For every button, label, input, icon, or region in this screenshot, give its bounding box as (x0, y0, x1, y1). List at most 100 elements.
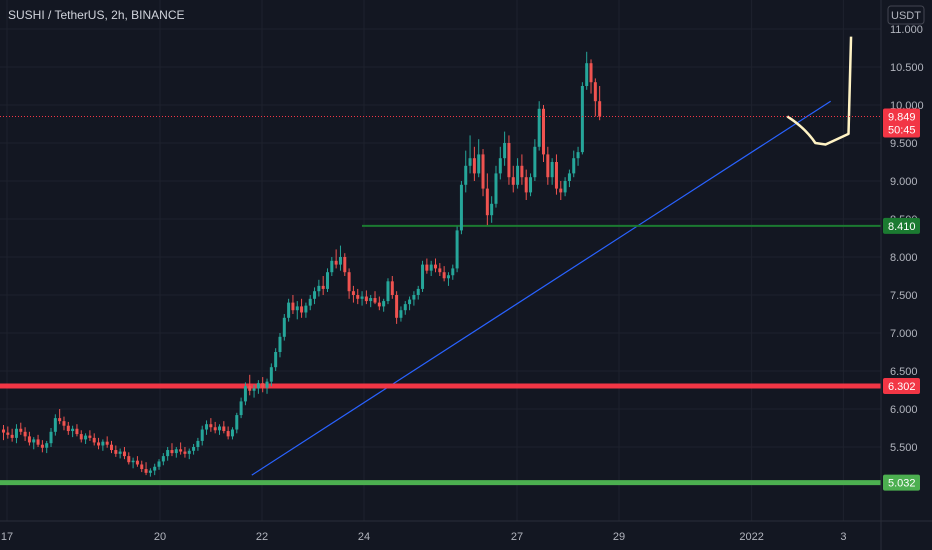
candle-body (580, 86, 584, 153)
currency-badge-frame (887, 5, 925, 25)
candle-body (295, 306, 299, 311)
price-tick-label: 7.000 (890, 328, 918, 340)
candle-body (481, 154, 485, 189)
price-tick-label: 6.500 (890, 366, 918, 378)
candle-body (97, 442, 101, 446)
candle-body (291, 302, 295, 311)
symbol-title[interactable]: SUSHI / TetherUS, 2h, BINANCE (8, 8, 185, 22)
candle-body (49, 431, 53, 444)
candle-body (429, 264, 433, 271)
candle-body (585, 63, 589, 86)
candle-body (304, 305, 308, 313)
candle-body (446, 275, 450, 279)
candle-body (386, 281, 390, 302)
candle-body (468, 158, 472, 166)
candle-body (330, 260, 334, 273)
price-tick-label: 11.000 (890, 24, 923, 36)
candle-body (183, 451, 187, 454)
candle-body (313, 291, 317, 299)
trendline[interactable] (251, 100, 831, 476)
candle-body (408, 299, 412, 305)
candle-body (321, 285, 325, 289)
candle-body (373, 298, 377, 303)
level-price-tag-label: 5.032 (888, 478, 916, 490)
candle-body (326, 272, 329, 289)
candle-body (334, 260, 338, 265)
candle-body (179, 449, 183, 452)
candle-body (105, 441, 109, 445)
candle-body (213, 427, 217, 431)
candle-body (230, 429, 234, 437)
level-price-tag (883, 474, 920, 491)
candle-body (235, 415, 239, 430)
time-axis[interactable]: 17 20 22 24 27 29 2022 3 (1, 531, 847, 543)
candle-body (127, 456, 131, 463)
time-tick-label: 27 (511, 531, 523, 543)
candle-body (174, 449, 178, 454)
horizontal-levels (0, 224, 881, 486)
price-tick-label: 9.500 (890, 138, 918, 150)
candle-body (494, 173, 498, 204)
candle-body (222, 426, 226, 432)
candle-body (131, 460, 135, 463)
candle-body (170, 450, 174, 454)
candle-body (382, 301, 386, 307)
candle-body (403, 304, 407, 311)
candle-body (472, 158, 476, 174)
candle-body (434, 264, 437, 269)
candle-body (287, 302, 291, 318)
level-price-tag (883, 217, 920, 234)
candle-body (356, 295, 360, 299)
candle-body (166, 450, 170, 457)
candle-body (161, 456, 165, 462)
candle-body (390, 281, 394, 295)
time-tick-label: 22 (256, 531, 268, 543)
candle-body (23, 431, 27, 437)
candle-body (503, 143, 507, 159)
candle-body (110, 444, 113, 451)
candle-body (300, 306, 304, 313)
currency-badge[interactable]: USDT (887, 5, 925, 25)
level-price-tag-label: 6.302 (888, 381, 916, 393)
candle-body (576, 152, 580, 159)
candle-body (6, 432, 10, 435)
candle-body (40, 444, 44, 448)
time-tick-label: 24 (358, 531, 370, 543)
candle-body (101, 441, 105, 446)
candles-layer (2, 51, 602, 477)
candle-body (153, 466, 157, 471)
candle-body (27, 436, 31, 443)
candle-body (10, 434, 14, 438)
candle-body (343, 257, 347, 273)
candle-body (511, 177, 515, 185)
candle-body (261, 383, 265, 388)
candle-body (425, 264, 429, 271)
candle-body (14, 428, 18, 438)
candle-body (351, 291, 355, 295)
candle-body (399, 310, 403, 318)
candle-body (442, 272, 446, 279)
current-price-tag-value: 9.849 (888, 111, 916, 123)
price-tick-label: 7.500 (890, 290, 918, 302)
candle-body (269, 367, 273, 382)
candle-body (36, 439, 40, 445)
candle-body (192, 447, 196, 451)
candle-body (209, 424, 213, 428)
candle-body (45, 443, 49, 448)
projection-path[interactable] (786, 36, 853, 146)
current-price-tag-countdown: 50:45 (888, 124, 916, 136)
time-tick-label: 20 (154, 531, 166, 543)
candle-body (265, 381, 269, 388)
candle-body (308, 298, 312, 306)
candle-body (598, 101, 602, 117)
candle-body (157, 461, 161, 467)
candle-body (546, 154, 550, 178)
candle-body (464, 165, 468, 185)
candle-body (572, 158, 576, 174)
candle-body (274, 352, 278, 368)
candle-body (278, 336, 282, 352)
candle-body (282, 317, 286, 337)
